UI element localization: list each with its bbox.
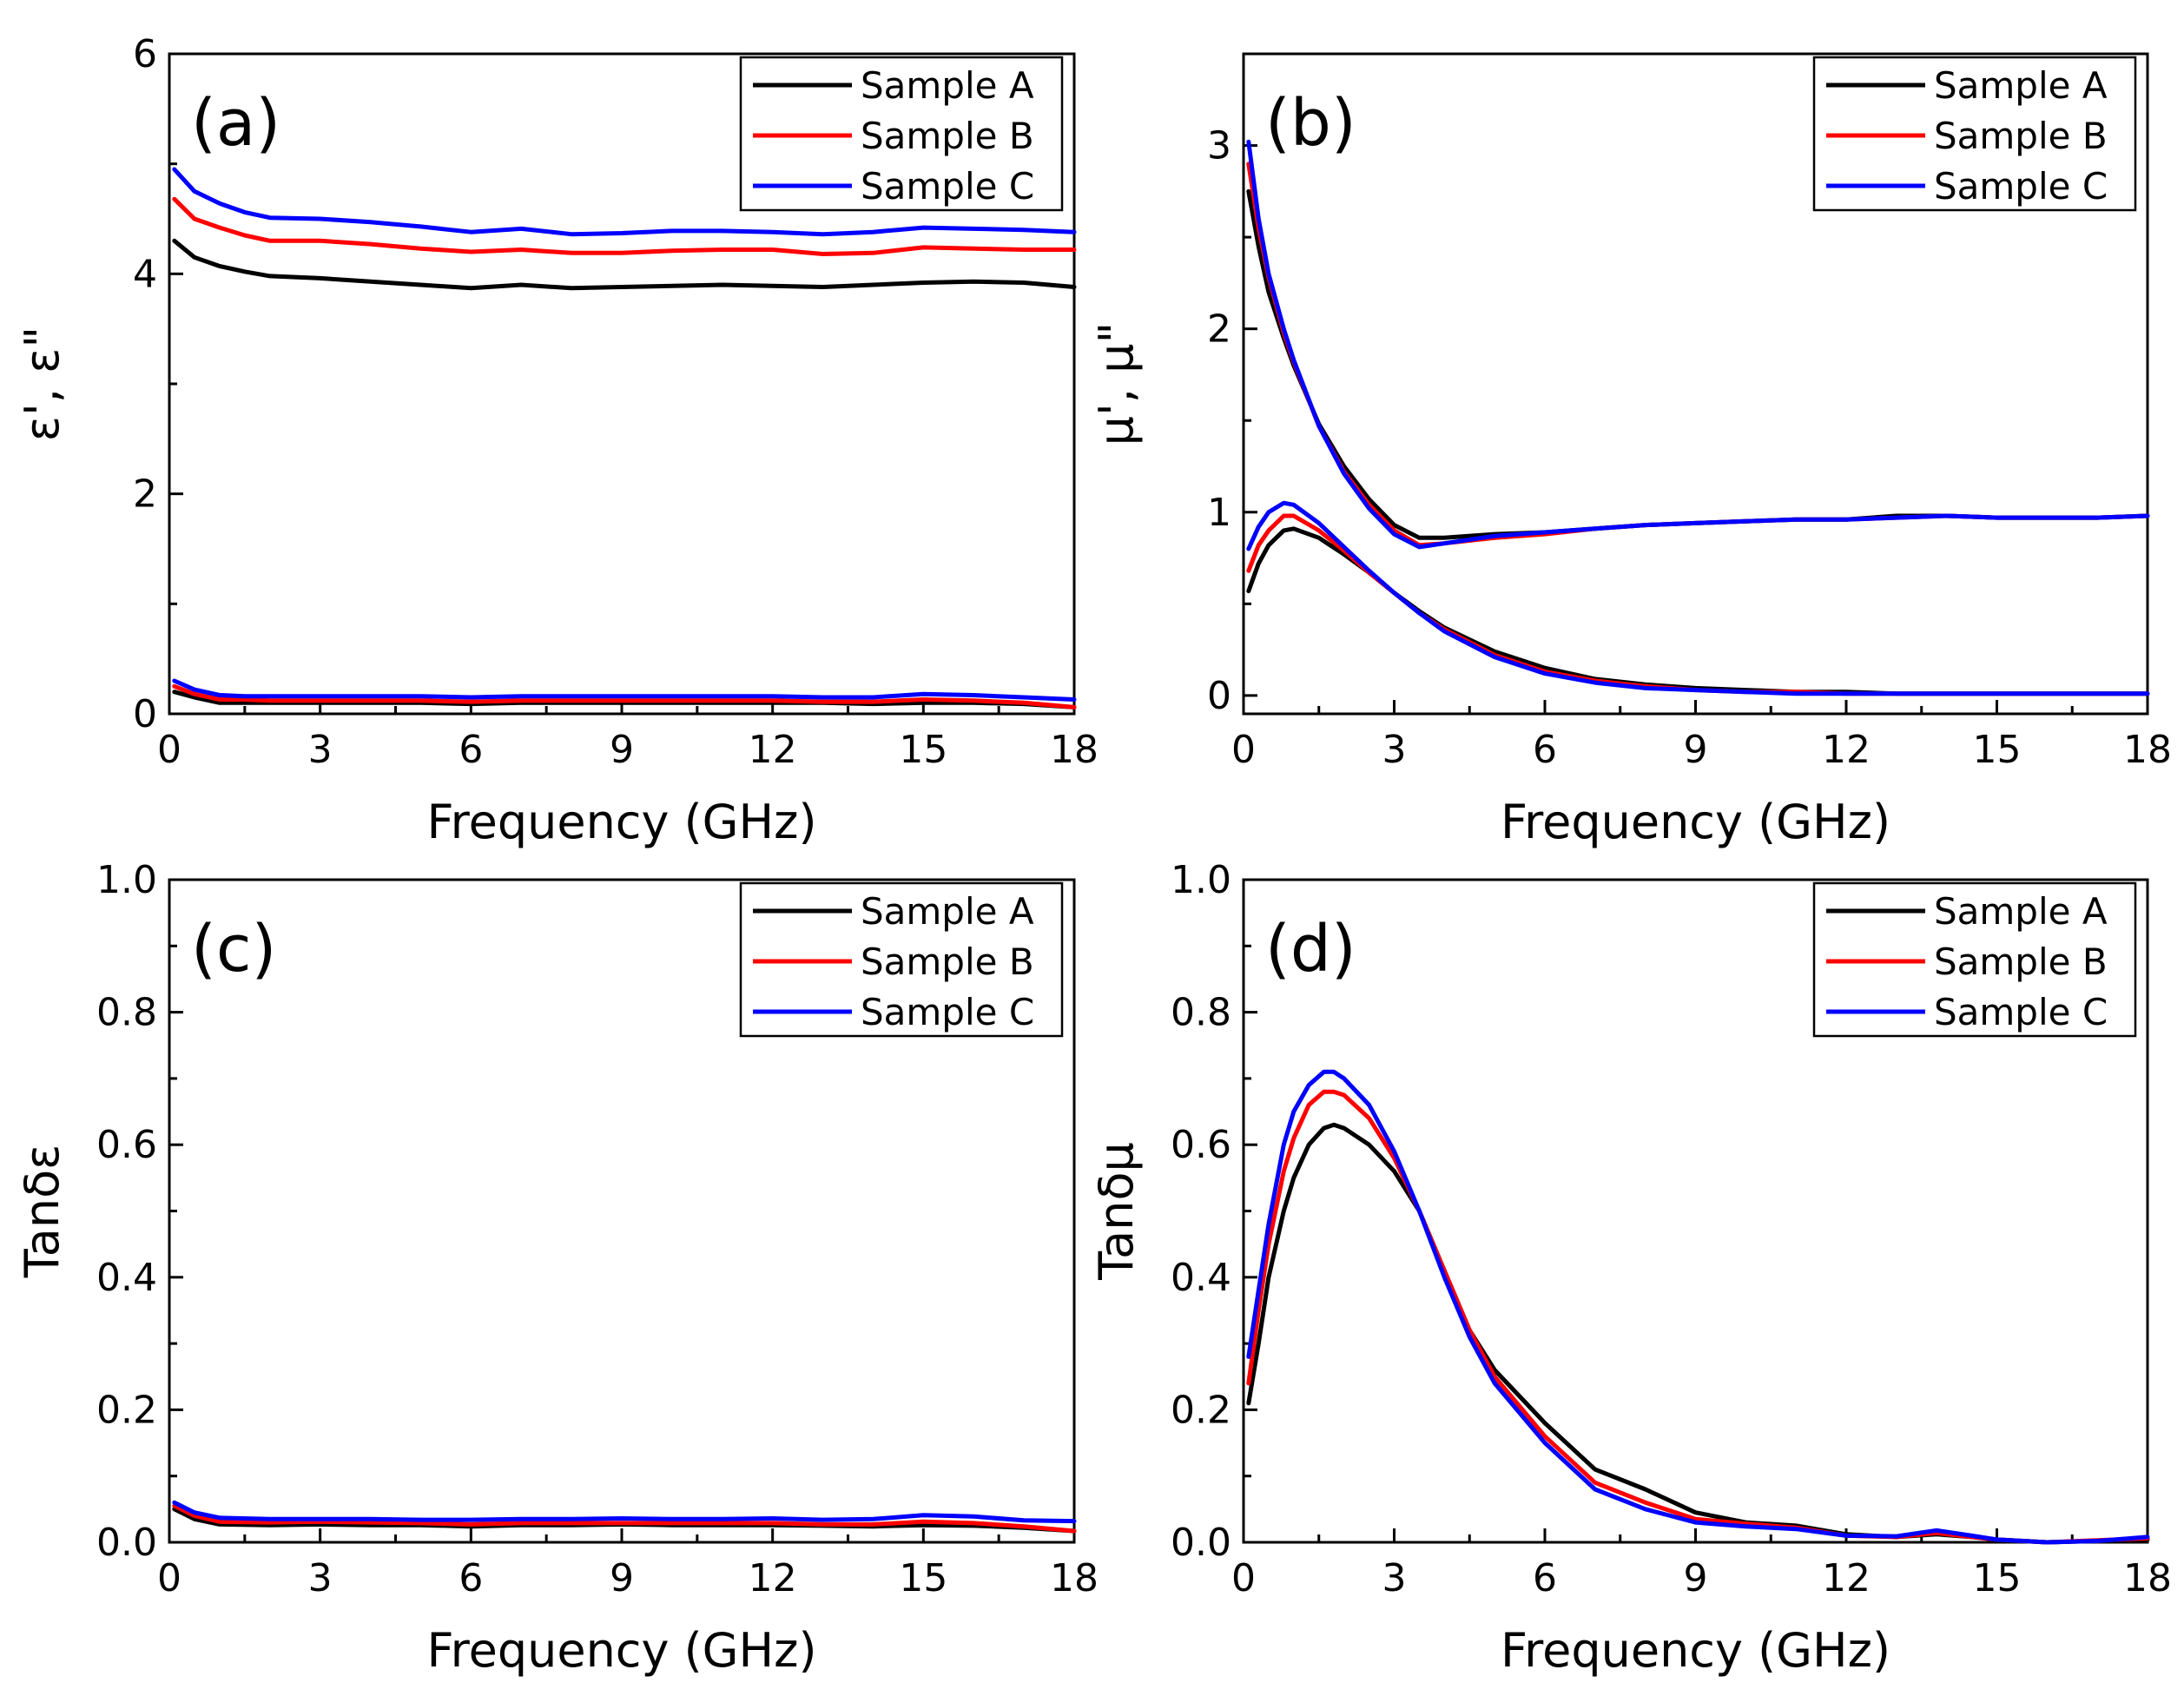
y-tick-label: 3 bbox=[1207, 124, 1231, 168]
y-tick-label: 0.8 bbox=[96, 991, 157, 1035]
x-tick-label: 18 bbox=[2123, 728, 2172, 772]
series-line-sample-c bbox=[1246, 139, 2150, 550]
x-tick-label: 6 bbox=[459, 1556, 483, 1600]
legend-label: Sample C bbox=[861, 991, 1034, 1033]
x-tick-label: 0 bbox=[157, 1556, 181, 1600]
x-axis-title: Frequency (GHz) bbox=[1501, 1623, 1890, 1678]
series-line-sample-c bbox=[172, 167, 1077, 237]
y-axis-title: Tanδμ bbox=[1089, 1142, 1144, 1281]
x-tick-label: 18 bbox=[1050, 1556, 1099, 1600]
y-tick-label: 2 bbox=[1207, 307, 1231, 352]
x-axis-title: Frequency (GHz) bbox=[426, 795, 816, 849]
panel-d: 0 3 6 9 12 15 18 0.0 0.2 0.4 0.6 0.8 1.0 Frequency (G… bbox=[1089, 858, 2172, 1678]
series-line-sample-c bbox=[1246, 500, 2150, 696]
x-tick-label: 0 bbox=[157, 728, 181, 772]
series-line-sample-a bbox=[1246, 1122, 2150, 1545]
y-tick-label: 0.0 bbox=[96, 1521, 157, 1565]
series-line-sample-b bbox=[172, 1503, 1077, 1534]
y-tick-label: 0.8 bbox=[1171, 991, 1231, 1035]
y-tick-label: 0 bbox=[133, 692, 157, 736]
x-tick-label: 12 bbox=[749, 728, 797, 772]
x-tick-label: 9 bbox=[1684, 728, 1708, 772]
series-line-sample-a bbox=[1246, 526, 2150, 696]
x-axis-title: Frequency (GHz) bbox=[426, 1623, 816, 1678]
x-tick-label: 15 bbox=[1973, 728, 2022, 772]
y-axis-title: μ', μ" bbox=[1089, 322, 1144, 446]
panel-label: (c) bbox=[191, 912, 276, 987]
y-tick-label: 0.2 bbox=[96, 1388, 157, 1432]
legend: Sample A Sample B Sample C bbox=[739, 56, 1064, 212]
panel-a: 0 3 6 9 12 15 18 0 2 4 6 Frequency (GHz) ε', ε" (a) Sa… bbox=[15, 32, 1099, 849]
y-tick-label: 0 bbox=[1207, 674, 1231, 718]
legend-label: Sample A bbox=[1934, 890, 2108, 933]
legend-label: Sample C bbox=[1934, 991, 2108, 1033]
x-tick-label: 18 bbox=[1050, 728, 1099, 772]
legend: Sample A Sample B Sample C bbox=[1812, 56, 2137, 212]
x-tick-label: 12 bbox=[749, 1556, 797, 1600]
series-line-sample-c bbox=[172, 678, 1077, 702]
y-axis-title: Tanδε bbox=[15, 1145, 69, 1279]
x-tick-label: 3 bbox=[308, 1556, 333, 1600]
x-tick-label: 15 bbox=[899, 1556, 947, 1600]
series-line-sample-c bbox=[1246, 1069, 2150, 1545]
y-tick-label: 0.4 bbox=[1171, 1256, 1231, 1300]
series-line-sample-b bbox=[172, 683, 1077, 709]
legend-label: Sample C bbox=[1934, 165, 2108, 208]
legend: Sample A Sample B Sample C bbox=[739, 881, 1064, 1038]
x-tick-label: 15 bbox=[899, 728, 947, 772]
series-line-sample-a bbox=[1246, 188, 2150, 540]
x-tick-label: 12 bbox=[1822, 1556, 1871, 1600]
y-tick-label: 1.0 bbox=[96, 858, 157, 902]
y-tick-label: 4 bbox=[133, 252, 157, 296]
legend: Sample A Sample B Sample C bbox=[1812, 881, 2137, 1038]
legend-label: Sample A bbox=[861, 890, 1034, 933]
y-tick-label: 2 bbox=[133, 472, 157, 517]
panel-label: (b) bbox=[1265, 86, 1356, 161]
series-line-sample-b bbox=[172, 196, 1077, 256]
legend-label: Sample A bbox=[861, 64, 1034, 107]
y-tick-label: 0.6 bbox=[96, 1123, 157, 1167]
y-axis-title: ε', ε" bbox=[15, 327, 69, 441]
legend-label: Sample B bbox=[1934, 115, 2108, 157]
y-tick-label: 0.0 bbox=[1171, 1521, 1231, 1565]
series-line-sample-b bbox=[1246, 162, 2150, 548]
x-tick-label: 9 bbox=[610, 1556, 634, 1600]
y-tick-label: 0.4 bbox=[96, 1256, 157, 1300]
x-tick-label: 3 bbox=[1382, 728, 1407, 772]
legend-label: Sample B bbox=[861, 940, 1034, 983]
series-line-sample-a bbox=[172, 238, 1077, 291]
y-tick-label: 0.2 bbox=[1171, 1388, 1231, 1432]
series-line-sample-c bbox=[172, 1500, 1077, 1524]
x-tick-label: 0 bbox=[1231, 1556, 1256, 1600]
panel-c: 0 3 6 9 12 15 18 0.0 0.2 0.4 0.6 0.8 1.0 Frequency (G… bbox=[15, 858, 1099, 1678]
y-tick-label: 1 bbox=[1207, 491, 1231, 535]
x-tick-label: 9 bbox=[610, 728, 634, 772]
y-tick-label: 1.0 bbox=[1171, 858, 1231, 902]
y-tick-label: 6 bbox=[133, 32, 157, 76]
series-line-sample-b bbox=[1246, 513, 2150, 696]
x-tick-label: 12 bbox=[1822, 728, 1871, 772]
x-tick-label: 6 bbox=[1533, 728, 1557, 772]
y-tick-label: 0.6 bbox=[1171, 1123, 1231, 1167]
x-axis-title: Frequency (GHz) bbox=[1501, 795, 1890, 849]
legend-label: Sample B bbox=[1934, 940, 2108, 983]
x-tick-label: 3 bbox=[1382, 1556, 1407, 1600]
legend-label: Sample A bbox=[1934, 64, 2108, 107]
x-tick-label: 18 bbox=[2123, 1556, 2172, 1600]
legend-label: Sample C bbox=[861, 165, 1034, 208]
panel-label: (d) bbox=[1265, 912, 1356, 987]
x-tick-label: 6 bbox=[459, 728, 483, 772]
legend-label: Sample B bbox=[861, 115, 1034, 157]
x-tick-label: 0 bbox=[1231, 728, 1256, 772]
x-tick-label: 9 bbox=[1684, 1556, 1708, 1600]
x-tick-label: 15 bbox=[1973, 1556, 2022, 1600]
panel-label: (a) bbox=[191, 86, 280, 161]
x-tick-label: 3 bbox=[308, 728, 333, 772]
x-tick-label: 6 bbox=[1533, 1556, 1557, 1600]
